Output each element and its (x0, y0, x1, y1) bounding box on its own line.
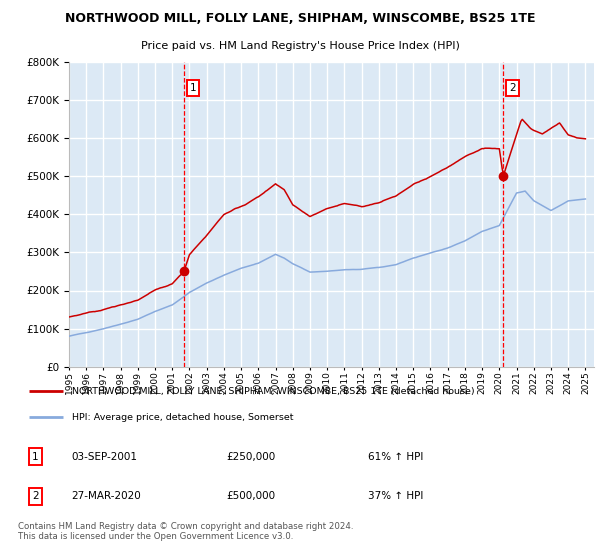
Text: HPI: Average price, detached house, Somerset: HPI: Average price, detached house, Some… (71, 413, 293, 422)
Text: 27-MAR-2020: 27-MAR-2020 (71, 492, 142, 501)
Text: NORTHWOOD MILL, FOLLY LANE, SHIPHAM, WINSCOMBE, BS25 1TE (detached house): NORTHWOOD MILL, FOLLY LANE, SHIPHAM, WIN… (71, 387, 474, 396)
Text: Price paid vs. HM Land Registry's House Price Index (HPI): Price paid vs. HM Land Registry's House … (140, 41, 460, 52)
Text: 1: 1 (190, 83, 196, 94)
Text: 2: 2 (32, 492, 39, 501)
Text: NORTHWOOD MILL, FOLLY LANE, SHIPHAM, WINSCOMBE, BS25 1TE: NORTHWOOD MILL, FOLLY LANE, SHIPHAM, WIN… (65, 12, 535, 25)
Text: Contains HM Land Registry data © Crown copyright and database right 2024.
This d: Contains HM Land Registry data © Crown c… (18, 522, 353, 541)
Text: £250,000: £250,000 (227, 452, 276, 461)
Text: 1: 1 (32, 452, 39, 461)
Text: 03-SEP-2001: 03-SEP-2001 (71, 452, 137, 461)
Text: 61% ↑ HPI: 61% ↑ HPI (368, 452, 423, 461)
Text: £500,000: £500,000 (227, 492, 276, 501)
Text: 37% ↑ HPI: 37% ↑ HPI (368, 492, 423, 501)
Text: 2: 2 (509, 83, 516, 94)
